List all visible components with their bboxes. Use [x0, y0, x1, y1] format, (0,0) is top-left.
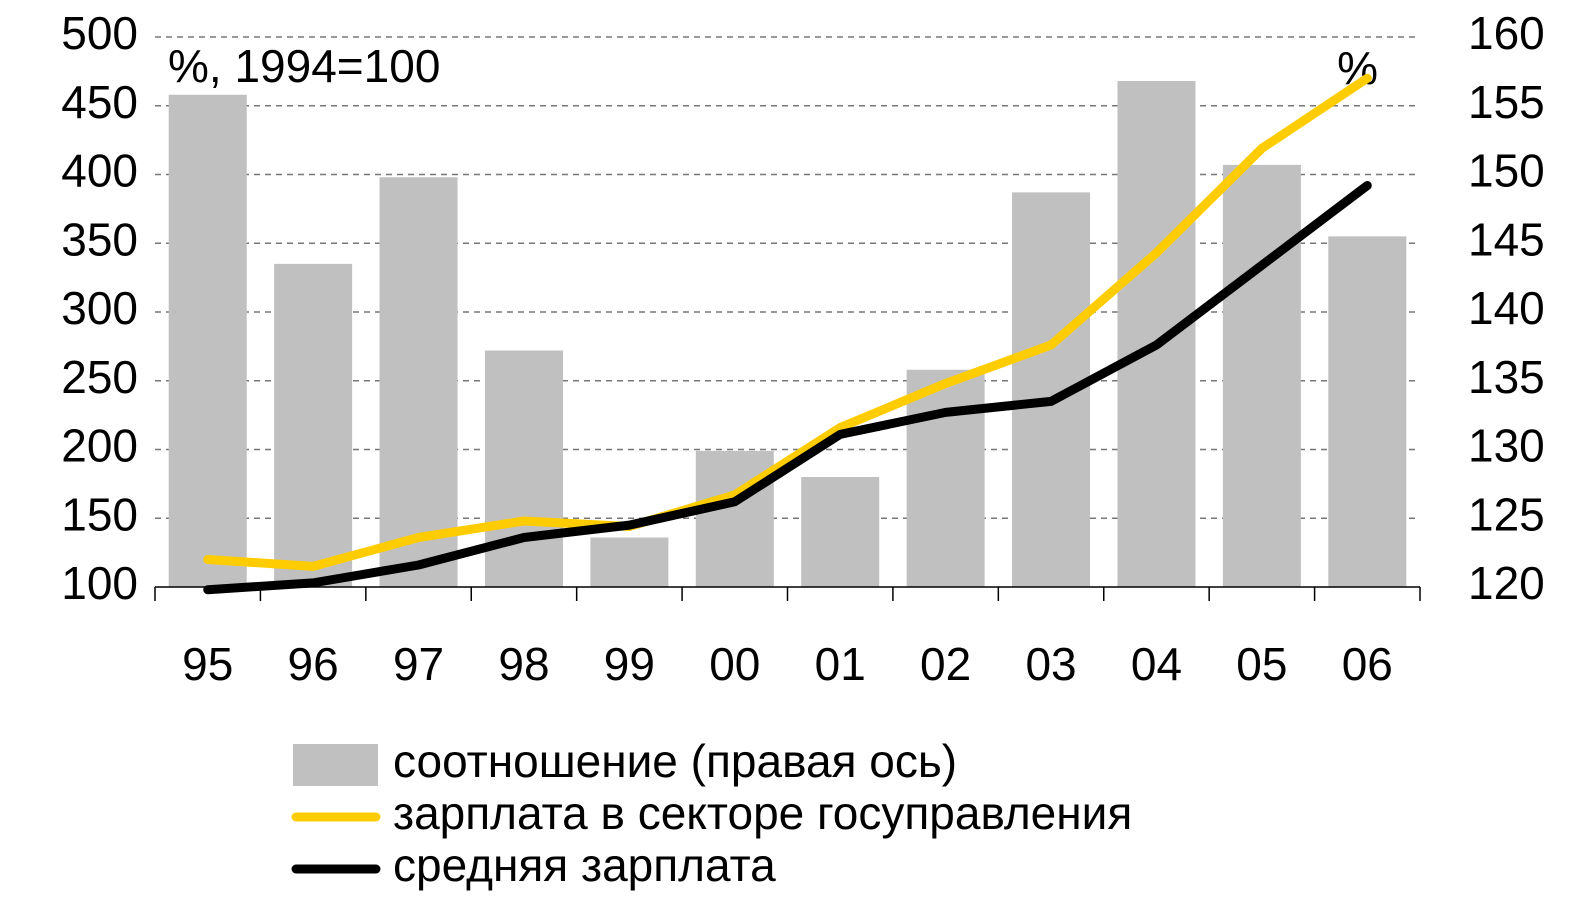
bar: [168, 94, 247, 587]
bar: [1328, 236, 1407, 587]
line: [203, 73, 1372, 571]
y2-tick-label: 145: [1468, 213, 1545, 265]
x-tick-label: 98: [498, 638, 549, 690]
y2-tick-label: 125: [1468, 488, 1545, 540]
line: [203, 181, 1372, 595]
bar: [484, 350, 563, 587]
x-tick-label: 97: [393, 638, 444, 690]
x-tick-label: 06: [1342, 638, 1393, 690]
y2-tick-label: 130: [1468, 420, 1545, 472]
bar: [906, 369, 985, 587]
y-tick-label: 450: [61, 76, 138, 128]
y-tick-label: 250: [61, 351, 138, 403]
y-tick-label: 100: [61, 557, 138, 609]
legend-swatch: [293, 744, 378, 786]
y-tick-label: 500: [61, 7, 138, 59]
y-tick-label: 400: [61, 145, 138, 197]
y-tick-label: 300: [61, 282, 138, 334]
y2-tick-label: 135: [1468, 351, 1545, 403]
legend-label: средняя зарплата: [393, 839, 776, 891]
legend-label: соотношение (правая ось): [393, 735, 957, 787]
y2-tick-label: 155: [1468, 76, 1545, 128]
x-tick-label: 04: [1131, 638, 1182, 690]
bar: [590, 537, 669, 587]
y2-tick-label: 140: [1468, 282, 1545, 334]
y2-tick-label: 150: [1468, 145, 1545, 197]
y-tick-label: 350: [61, 213, 138, 265]
bar: [695, 450, 774, 587]
x-tick-label: 00: [709, 638, 760, 690]
bar: [274, 263, 353, 587]
y2-tick-label: 160: [1468, 7, 1545, 59]
x-tick-label: 95: [182, 638, 233, 690]
bar: [1222, 164, 1301, 587]
x-tick-label: 99: [604, 638, 655, 690]
x-tick-label: 03: [1025, 638, 1076, 690]
bar: [379, 177, 458, 587]
x-tick-label: 96: [288, 638, 339, 690]
y2-tick-label: 120: [1468, 557, 1545, 609]
bar: [801, 477, 880, 587]
x-tick-label: 05: [1236, 638, 1287, 690]
bar: [1117, 81, 1196, 587]
annotation: %, 1994=100: [168, 40, 440, 92]
legend-label: зарплата в секторе госуправления: [393, 787, 1132, 839]
x-tick-label: 01: [815, 638, 866, 690]
x-tick-label: 02: [920, 638, 971, 690]
y-tick-label: 150: [61, 488, 138, 540]
y-tick-label: 200: [61, 420, 138, 472]
